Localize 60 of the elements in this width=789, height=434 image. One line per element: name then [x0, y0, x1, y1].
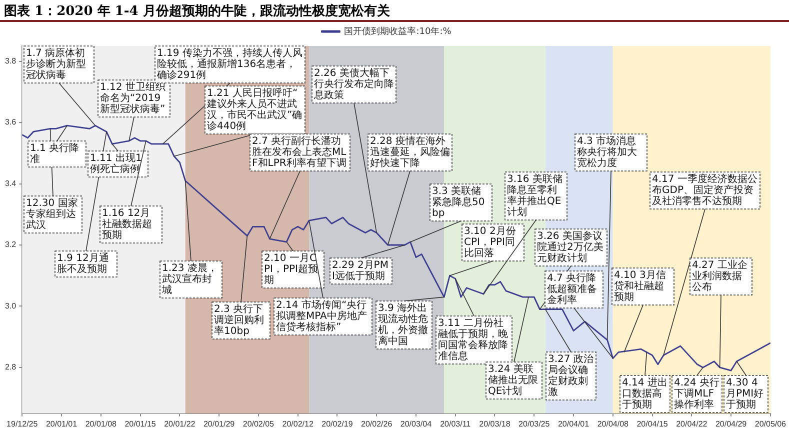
- annotation: 4.24 央行下调MLF操作利率: [674, 376, 720, 410]
- annotation: 12.30 国家专家组到达武汉: [26, 197, 78, 232]
- y-tick-label: 3.4: [4, 178, 17, 188]
- x-tick-label: 20/01/01: [46, 419, 78, 428]
- annotation: 1.9 12月通胀不及预期: [57, 252, 109, 276]
- annotation: 3.26 美国参议院通过2万亿美元财政计划: [537, 230, 604, 264]
- x-tick-label: 20/01/08: [85, 419, 118, 428]
- annotation: 1.19 传染力不强，持续人传人风险较低，通报新增136名患者，确诊291例: [156, 47, 302, 82]
- annotation: 1.16 12月社融数据超预期: [102, 208, 152, 242]
- annotation: 3.27 政治局会议确定财政刺激: [548, 353, 594, 398]
- annotation: 4.27 工业企业利润数据公布: [692, 259, 748, 294]
- x-tick-label: 20/02/19: [322, 419, 354, 428]
- x-tick-label: 20/02/12: [282, 419, 314, 428]
- annotation: 4.7 央行降低超额准备金利率: [547, 272, 597, 306]
- annotation: 3.3 美联储紧急降息50bp: [432, 185, 485, 220]
- x-tick-label: 20/01/29: [203, 419, 236, 428]
- annotation: 2.10 一月CPI，PPI超预期: [264, 253, 318, 286]
- x-tick-label: 20/02/26: [361, 419, 393, 428]
- y-tick-label: 3.2: [4, 240, 17, 250]
- x-tick-label: 20/01/22: [164, 419, 196, 428]
- annotation: 2.3 央行下调逆回购利率10bp: [214, 303, 264, 338]
- y-tick-label: 3.0: [4, 301, 17, 310]
- x-tick-label: 20/03/11: [440, 419, 472, 428]
- annotation: 1.23 凌晨，武汉宣布封城: [161, 262, 218, 296]
- annotation: 2.14 市场传闻“央行拟调整MPA中房地产信贷考核指标”: [276, 299, 367, 334]
- legend-label: 国开债到期收益率:10年:%: [344, 26, 452, 37]
- x-tick-label: 19/12/25: [6, 419, 38, 428]
- annotation: 1.21 人民日报呼吁“建议外来人员不进武汉，市民不出武汉”确诊440例: [206, 87, 302, 132]
- annotation: 3.11 二月份社融低于预期，晚间国常会释放降准信息: [438, 317, 508, 362]
- annotation: 2.29 2月PMI远低于预期: [332, 260, 388, 282]
- y-tick-label: 2.8: [4, 362, 17, 372]
- annotation: 2.7 央行副行长潘功胜在发布会上表态MLF和LPR利率有望下调: [252, 135, 347, 170]
- annotation: 4.17 一季度经济数据公布GDP、固定资产投资及社消零售不达预期: [652, 173, 758, 208]
- x-tick-label: 20/01/15: [124, 419, 156, 428]
- annotation: 3.24 美联储推出无限QE计划: [488, 363, 538, 398]
- y-tick-label: 3.8: [4, 56, 17, 66]
- x-tick-label: 20/04/15: [636, 419, 668, 428]
- annotation: 3.9 海外出现流动性危机，外资撤离中国: [378, 302, 428, 348]
- annotation: 4.14 进出口数据高于预期: [622, 376, 668, 410]
- annotation: 4.30 4月PMI好于预期: [726, 377, 764, 410]
- y-tick-label: 3.6: [4, 118, 17, 127]
- x-tick-label: 20/04/22: [676, 419, 708, 428]
- x-tick-label: 20/04/01: [558, 419, 590, 428]
- x-tick-label: 20/05/06: [754, 419, 787, 428]
- x-tick-label: 20/03/04: [400, 419, 432, 428]
- annotation: 1.1 央行降准: [30, 142, 80, 166]
- x-tick-label: 20/04/08: [597, 419, 630, 428]
- x-tick-label: 20/03/18: [479, 419, 511, 428]
- x-tick-label: 20/03/25: [518, 419, 550, 428]
- x-tick-label: 20/04/29: [715, 419, 748, 428]
- chart-title: 图表 1：2020 年 1-4 月份超预期的牛陡，跟流动性极度宽松有关: [0, 0, 789, 22]
- annotation: 1.7 病原体初步诊断为新型冠状病毒: [26, 47, 86, 82]
- annotation: 3.10 2月份CPI，PPI同比回落: [464, 226, 516, 260]
- annotation: 2.28 疫情在海外迅速蔓延，风险偏好快速下降: [370, 135, 450, 170]
- annotation: 3.16 美联储降息至零利率并推出QE计划: [507, 173, 562, 218]
- annotation: 4.3 市场消息称央行将加大宽松力度: [577, 135, 637, 170]
- annotation: 4.10 3月信贷和社融超预期: [614, 269, 666, 304]
- annotation: 1.11 出现1例死亡病例: [90, 152, 142, 176]
- annotation: 2.26 美债大幅下行央行发布定向降息政策: [313, 67, 394, 102]
- x-tick-label: 20/02/05: [242, 419, 275, 428]
